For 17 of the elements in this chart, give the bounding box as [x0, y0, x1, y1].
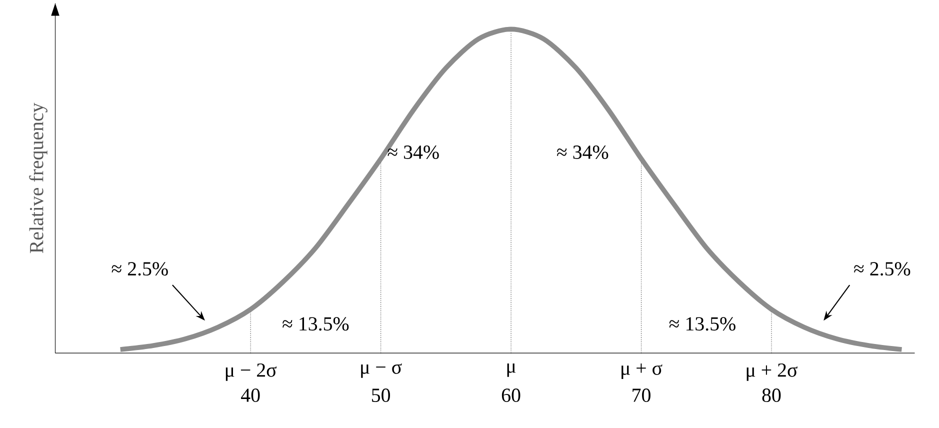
x-tick-label: 70	[632, 388, 650, 402]
x-tick-label: 50	[372, 388, 390, 402]
x-tick-label: 80	[762, 388, 781, 402]
annotation: μ + 2σ	[746, 363, 798, 381]
y-axis-title: Relative frequency	[29, 102, 48, 253]
annotation: ≈ 34%	[388, 145, 439, 159]
x-tick-label: 60	[502, 388, 520, 402]
x-tick-label: 40	[241, 388, 260, 402]
annotation: ≈ 13.5%	[282, 317, 349, 331]
annotation: ≈ 34%	[557, 145, 608, 159]
annotation: ≈ 2.5%	[854, 262, 910, 276]
annotation: μ − 2σ	[226, 363, 277, 381]
annotation: μ	[507, 363, 516, 377]
annotation: ≈ 13.5%	[669, 317, 736, 331]
annotation: μ + σ	[622, 363, 662, 379]
annotation: μ − σ	[361, 363, 402, 378]
annotation: ≈ 2.5%	[112, 262, 168, 276]
